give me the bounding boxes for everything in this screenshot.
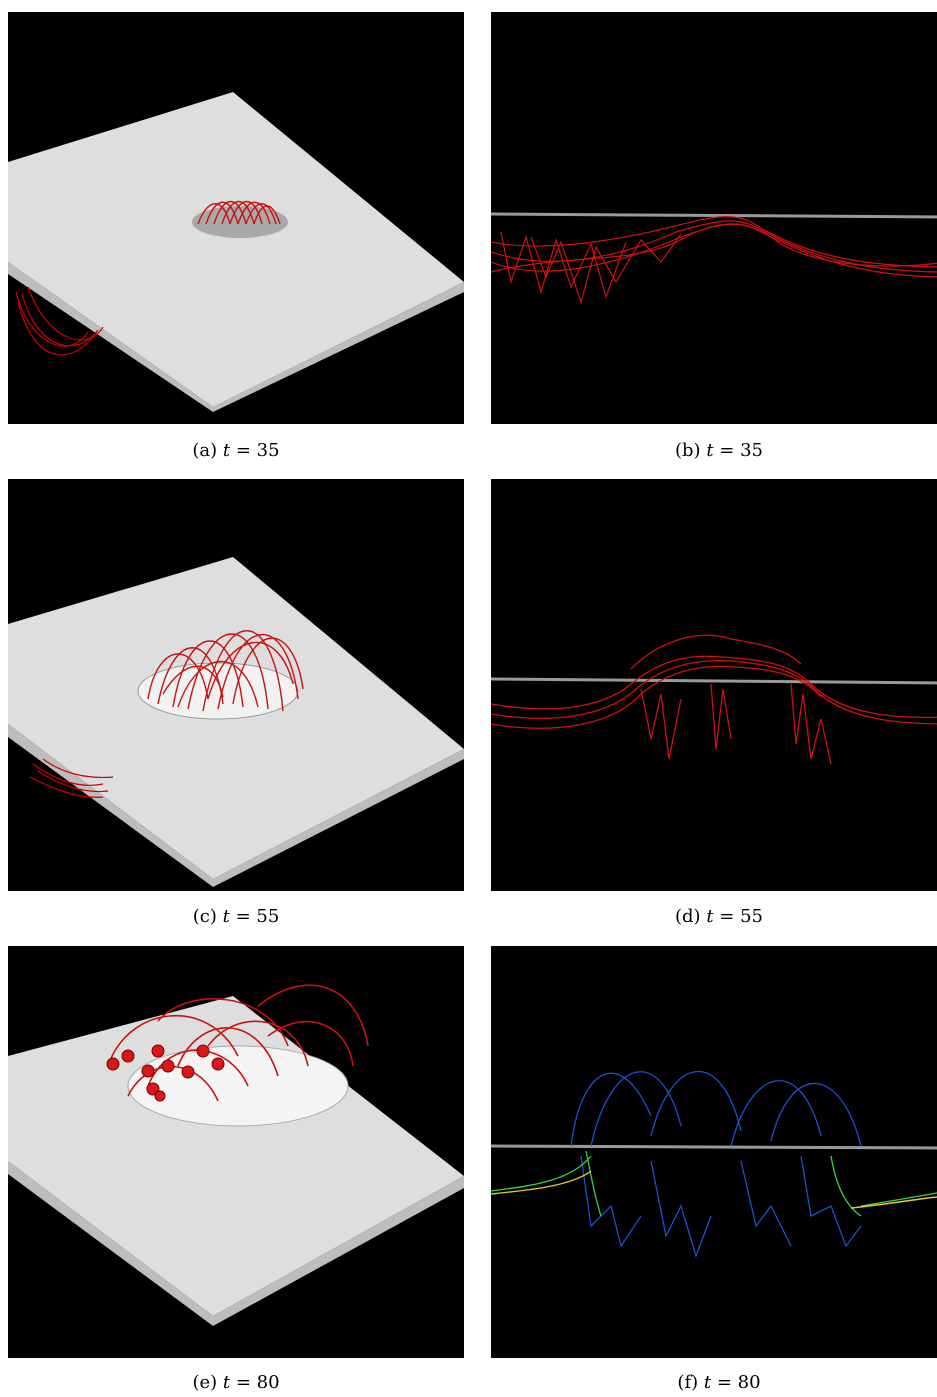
fieldline-bundle xyxy=(491,215,937,305)
emergence-region xyxy=(137,662,299,720)
panel-c-image xyxy=(8,557,464,887)
panel-a xyxy=(8,12,464,424)
caption-label: (f) xyxy=(677,1372,699,1393)
photosphere-line xyxy=(491,677,937,685)
surface-shade xyxy=(8,724,464,887)
caption-label: (c) xyxy=(192,906,217,927)
caption-value: = 35 xyxy=(719,440,763,461)
panel-b xyxy=(491,12,937,424)
panel-f-image xyxy=(491,1070,937,1259)
caption-label: (b) xyxy=(675,440,701,461)
caption-label: (a) xyxy=(192,440,218,461)
caption-variable: t xyxy=(222,906,230,927)
emergence-region xyxy=(127,1045,349,1127)
panel-d xyxy=(491,479,937,891)
fieldline-bundle xyxy=(107,984,369,1102)
caption-e: (e) t = 80 xyxy=(8,1372,464,1393)
caption-variable: t xyxy=(706,906,714,927)
panel-c xyxy=(8,479,464,891)
fieldline-bundle xyxy=(147,630,304,712)
caption-value: = 35 xyxy=(235,440,280,461)
fieldline-bundle-green xyxy=(491,1150,937,1217)
panel-e-image xyxy=(8,984,464,1326)
photosphere-line xyxy=(491,1144,937,1150)
panel-d-image xyxy=(491,634,937,765)
subsurface-fieldlines xyxy=(29,758,114,798)
caption-value: = 55 xyxy=(235,906,280,927)
fieldline-bundle xyxy=(197,201,281,225)
footpoint-markers xyxy=(106,1044,225,1102)
subsurface-fieldlines xyxy=(15,286,104,356)
caption-variable: t xyxy=(703,1372,712,1393)
caption-d: (d) t = 55 xyxy=(491,906,937,927)
caption-a: (a) t = 35 xyxy=(8,440,464,461)
photosphere-line xyxy=(491,212,937,219)
emergence-region xyxy=(192,206,288,238)
caption-f: (f) t = 80 xyxy=(491,1372,937,1393)
fieldline-bundle xyxy=(491,634,937,765)
caption-c: (c) t = 55 xyxy=(8,906,464,927)
caption-label: (d) xyxy=(675,906,701,927)
caption-value: = 55 xyxy=(719,906,763,927)
caption-variable: t xyxy=(222,440,231,461)
caption-b: (b) t = 35 xyxy=(491,440,937,461)
caption-variable: t xyxy=(706,440,714,461)
caption-variable: t xyxy=(222,1372,231,1393)
surface-plane xyxy=(8,92,464,407)
surface-plane xyxy=(8,996,464,1316)
caption-value: = 80 xyxy=(235,1372,280,1393)
panel-e xyxy=(8,946,464,1358)
fieldline-bundle-yellow xyxy=(491,1170,937,1209)
caption-value: = 80 xyxy=(716,1372,761,1393)
fieldline-bundle-blue xyxy=(570,1070,862,1259)
panel-a-image xyxy=(8,92,464,412)
panel-f xyxy=(491,946,937,1358)
panel-b-image xyxy=(491,212,937,305)
caption-label: (e) xyxy=(192,1372,218,1393)
